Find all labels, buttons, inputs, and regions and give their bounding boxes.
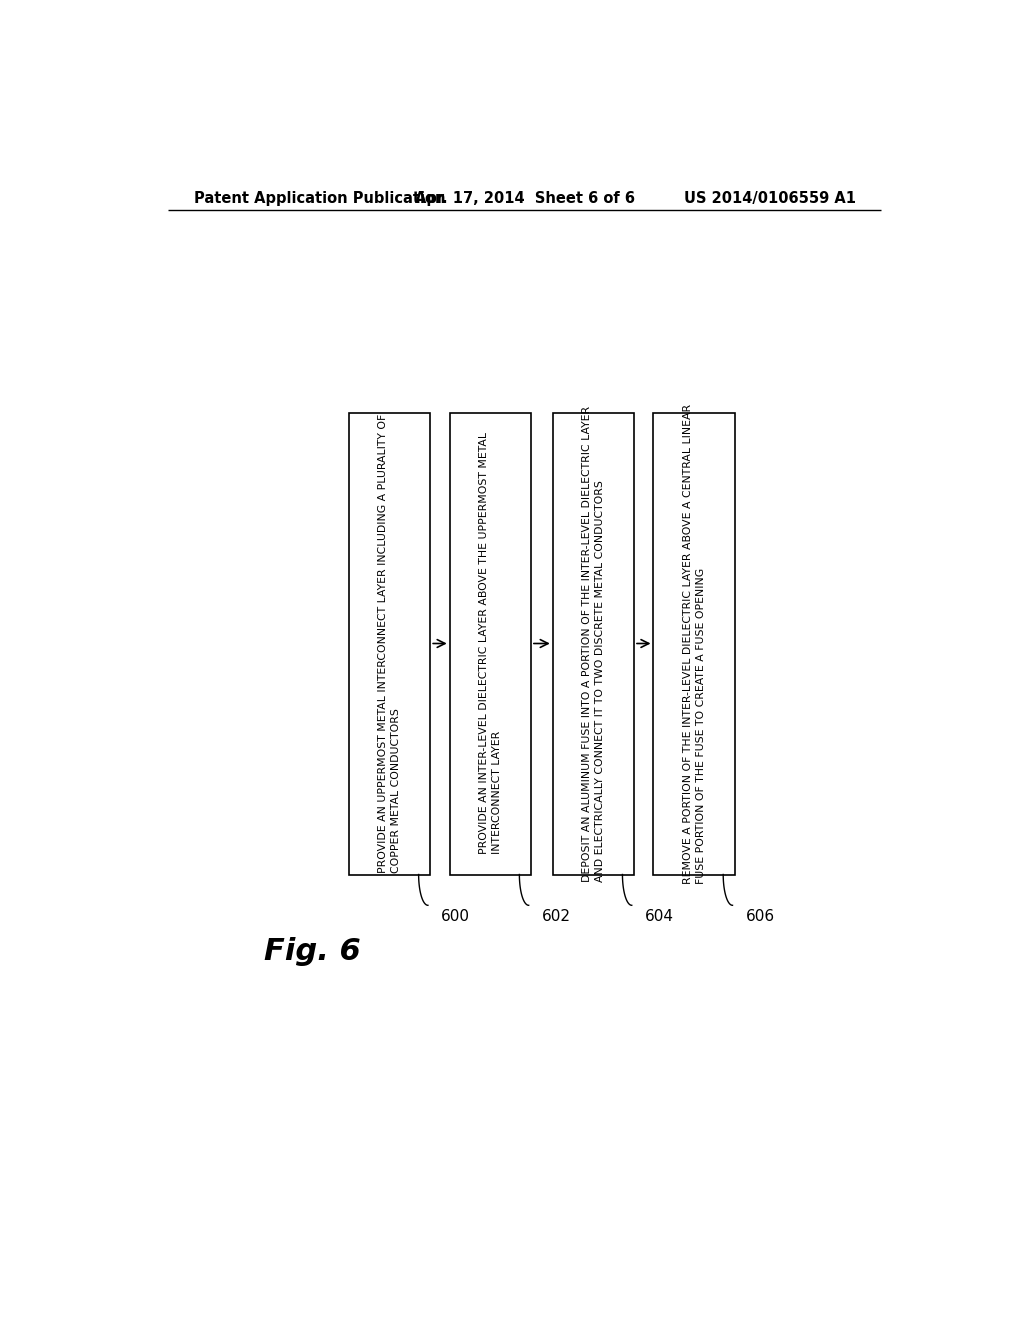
- Text: REMOVE A PORTION OF THE INTER-LEVEL DIELECTRIC LAYER ABOVE A CENTRAL LINEAR
FUSE: REMOVE A PORTION OF THE INTER-LEVEL DIEL…: [683, 404, 706, 883]
- Bar: [653, 413, 735, 875]
- Bar: [349, 413, 430, 875]
- Text: DEPOSIT AN ALUMINUM FUSE INTO A PORTION OF THE INTER-LEVEL DIELECTRIC LAYER
AND : DEPOSIT AN ALUMINUM FUSE INTO A PORTION …: [582, 405, 605, 882]
- Text: US 2014/0106559 A1: US 2014/0106559 A1: [684, 191, 856, 206]
- Text: 600: 600: [441, 909, 470, 924]
- Text: Fig. 6: Fig. 6: [263, 937, 360, 966]
- Bar: [553, 413, 634, 875]
- Text: 606: 606: [745, 909, 775, 924]
- Text: Patent Application Publication: Patent Application Publication: [194, 191, 445, 206]
- Text: PROVIDE AN INTER-LEVEL DIELECTRIC LAYER ABOVE THE UPPERMOST METAL
INTERCONNECT L: PROVIDE AN INTER-LEVEL DIELECTRIC LAYER …: [478, 433, 502, 854]
- Text: Apr. 17, 2014  Sheet 6 of 6: Apr. 17, 2014 Sheet 6 of 6: [415, 191, 635, 206]
- Text: 602: 602: [542, 909, 570, 924]
- Bar: [450, 413, 531, 875]
- Text: 604: 604: [645, 909, 674, 924]
- Text: PROVIDE AN UPPERMOST METAL INTERCONNECT LAYER INCLUDING A PLURALITY OF
COPPER ME: PROVIDE AN UPPERMOST METAL INTERCONNECT …: [378, 414, 401, 873]
